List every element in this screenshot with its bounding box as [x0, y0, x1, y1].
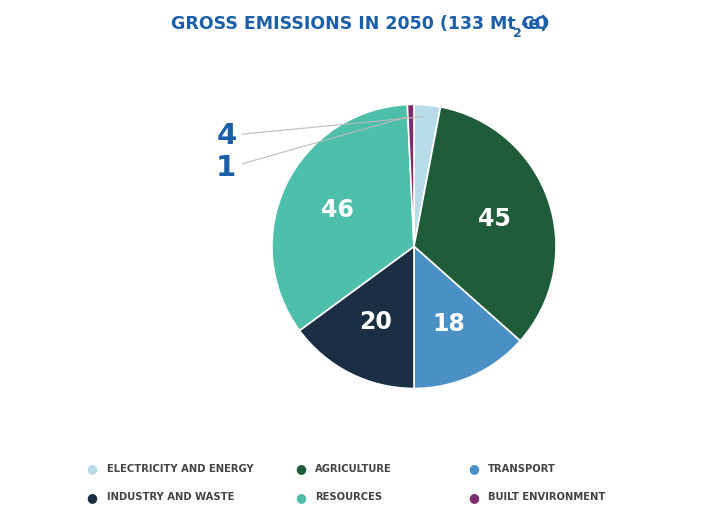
Text: ●: ●	[86, 463, 97, 475]
Text: 2: 2	[513, 27, 521, 40]
Text: 20: 20	[359, 311, 392, 334]
Wedge shape	[300, 246, 414, 388]
Text: ●: ●	[468, 463, 479, 475]
Text: 1: 1	[216, 117, 408, 182]
Text: -e): -e)	[521, 15, 549, 33]
Text: ●: ●	[295, 463, 306, 475]
Wedge shape	[414, 107, 556, 341]
Text: AGRICULTURE: AGRICULTURE	[315, 464, 392, 474]
Text: RESOURCES: RESOURCES	[315, 492, 382, 502]
Text: INDUSTRY AND WASTE: INDUSTRY AND WASTE	[107, 492, 234, 502]
Wedge shape	[272, 104, 414, 331]
Wedge shape	[414, 104, 441, 246]
Text: TRANSPORT: TRANSPORT	[488, 464, 556, 474]
Text: ELECTRICITY AND ENERGY: ELECTRICITY AND ENERGY	[107, 464, 253, 474]
Text: ●: ●	[86, 491, 97, 504]
Text: ●: ●	[468, 491, 479, 504]
Text: 45: 45	[478, 207, 511, 231]
Text: 18: 18	[433, 312, 465, 336]
Text: ●: ●	[295, 491, 306, 504]
Text: 4: 4	[216, 117, 423, 149]
Text: 46: 46	[320, 198, 354, 222]
Wedge shape	[408, 104, 414, 246]
Text: GROSS EMISSIONS IN 2050 (133 Mt CO: GROSS EMISSIONS IN 2050 (133 Mt CO	[171, 15, 549, 33]
Text: BUILT ENVIRONMENT: BUILT ENVIRONMENT	[488, 492, 606, 502]
Wedge shape	[414, 246, 520, 388]
